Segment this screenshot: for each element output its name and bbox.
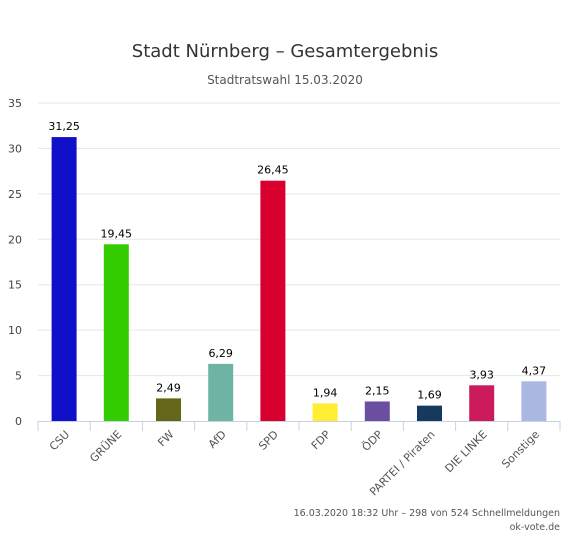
- bar-0[interactable]: [51, 137, 77, 422]
- x-tick-label: FDP: [309, 428, 334, 453]
- data-label: 3,93: [469, 368, 494, 381]
- y-tick-label: 0: [15, 415, 22, 428]
- bar-2[interactable]: [156, 398, 181, 421]
- x-tick-label: CSU: [47, 428, 72, 453]
- footer-status: 16.03.2020 18:32 Uhr – 298 von 524 Schne…: [294, 508, 560, 519]
- x-tick-label: Sonstige: [499, 428, 542, 471]
- data-labels: 31,25 19,45 2,49 6,29 26,45 1,94 2,15 1,69 3,93 4…: [48, 120, 546, 402]
- y-tick-label: 30: [8, 142, 22, 155]
- data-label: 1,69: [417, 389, 442, 402]
- x-tick-label: FW: [155, 428, 176, 449]
- data-label: 2,15: [365, 384, 390, 397]
- data-label: 31,25: [48, 120, 80, 133]
- y-tick-label: 10: [8, 324, 22, 337]
- chart-subtitle: Stadtratswahl 15.03.2020: [207, 73, 363, 87]
- bar-1[interactable]: [103, 244, 129, 421]
- data-label: 2,49: [156, 381, 181, 394]
- bars: [51, 137, 547, 422]
- x-tick-label: ÖDP: [359, 428, 385, 454]
- y-tick-label: 35: [8, 97, 22, 110]
- footer-source[interactable]: ok-vote.de: [510, 522, 561, 533]
- x-tick-label: GRÜNE: [87, 428, 124, 465]
- chart-title: Stadt Nürnberg – Gesamtergebnis: [132, 41, 438, 62]
- bar-8[interactable]: [469, 385, 495, 421]
- x-tick-label: DIE LINKE: [442, 428, 489, 475]
- y-tick-label: 15: [8, 279, 22, 292]
- bar-3[interactable]: [208, 363, 234, 421]
- y-tick-label: 20: [8, 233, 22, 246]
- x-tick-label: SPD: [256, 428, 281, 453]
- data-label: 1,94: [313, 386, 338, 399]
- y-axis-ticks: 0 5 10 15 20 25 30 35: [8, 97, 22, 428]
- bar-4[interactable]: [260, 180, 286, 421]
- data-label: 26,45: [257, 164, 289, 177]
- bar-5[interactable]: [312, 403, 338, 421]
- bar-6[interactable]: [364, 401, 390, 421]
- bar-7[interactable]: [417, 405, 442, 421]
- y-tick-label: 5: [15, 370, 22, 383]
- y-tick-label: 25: [8, 188, 22, 201]
- x-tick-label: AfD: [206, 428, 229, 451]
- data-label: 6,29: [208, 347, 233, 360]
- data-label: 4,37: [522, 364, 547, 377]
- bar-9[interactable]: [521, 381, 547, 421]
- data-label: 19,45: [101, 227, 133, 240]
